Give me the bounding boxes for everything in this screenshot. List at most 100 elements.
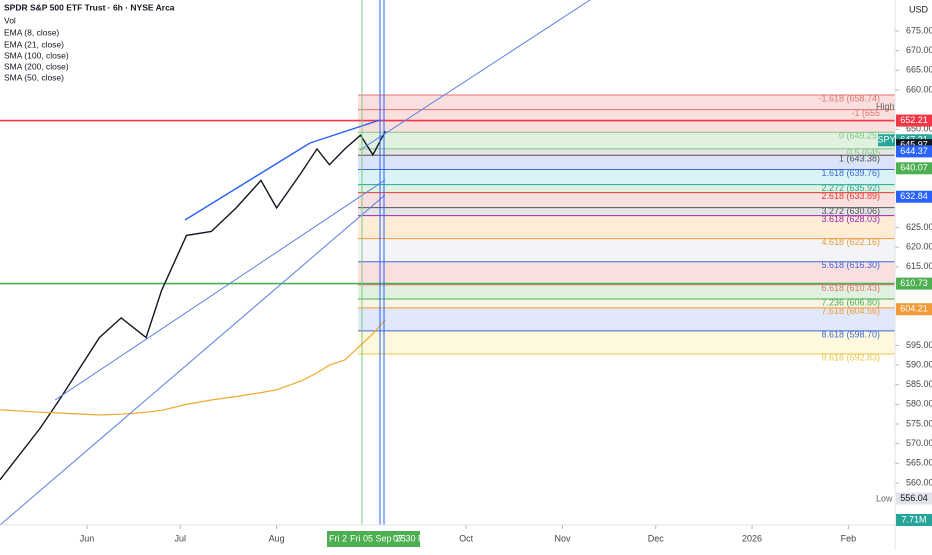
fib-band <box>358 94 895 110</box>
fib-band <box>358 261 895 285</box>
price-tag-label: 640.07 <box>900 163 928 173</box>
legend-entry: EMA (21, close) <box>4 39 64 49</box>
crosshair-time: 07:30 PM <box>393 533 432 543</box>
volume-label: 7.71M <box>901 514 926 524</box>
fib-band <box>358 132 895 149</box>
fib-label: 9.618 (592.83) <box>821 352 880 362</box>
price-tag-label: 610.73 <box>900 278 928 288</box>
price-tag-label: 556.04 <box>900 493 928 503</box>
fib-bands <box>358 94 895 354</box>
y-tick-label: 570.00 <box>906 438 932 448</box>
low-label: Low <box>876 493 893 503</box>
y-tick-label: 620.00 <box>906 242 932 252</box>
y-tick-label: 590.00 <box>906 359 932 369</box>
fib-band <box>358 238 895 262</box>
y-tick-label: 565.00 <box>906 458 932 468</box>
fib-band <box>358 215 895 239</box>
x-tick-label: Nov <box>554 533 571 543</box>
fib-label: 0.5 (645 <box>847 147 880 157</box>
channel-line <box>54 179 386 401</box>
y-tick-label: 675.00 <box>906 25 932 35</box>
price-tag <box>896 162 932 175</box>
price-line <box>0 130 386 481</box>
fib-label: 6.618 (610.43) <box>821 283 880 293</box>
price-tag <box>896 277 932 290</box>
price-tag <box>896 145 932 158</box>
y-tick-label: 615.00 <box>906 261 932 271</box>
y-tick-label: 595.00 <box>906 340 932 350</box>
fib-label: 7.618 (604.56) <box>821 306 880 316</box>
crosshair-label: Fri 2 <box>329 533 347 543</box>
volume-tag <box>896 514 932 526</box>
fib-band <box>358 192 895 208</box>
fib-label: -1.618 (658.74) <box>818 93 880 103</box>
fib-band <box>358 148 895 156</box>
y-tick-label: 580.00 <box>906 399 932 409</box>
legend-entry: EMA (8, close) <box>4 27 59 37</box>
y-tick-label: 575.00 <box>906 418 932 428</box>
fib-band <box>358 307 895 331</box>
fib-band <box>358 284 895 300</box>
crosshair-date: Fri 05 Sep '25 <box>350 533 406 543</box>
price-tag-label: 652.21 <box>900 115 928 125</box>
fib-band <box>358 155 895 170</box>
fib-label: 0 (649.25) <box>839 131 880 141</box>
trend-line <box>184 142 311 221</box>
x-tick-label: Dec <box>648 533 665 543</box>
x-tick-label: Oct <box>459 533 474 543</box>
price-tag <box>896 303 932 316</box>
price-tag <box>896 492 932 505</box>
price-tag-label: 645.97 <box>900 139 928 149</box>
x-tick-label: Aug <box>269 533 285 543</box>
fib-label: 5.618 (616.30) <box>821 260 880 270</box>
high-label: High <box>876 101 895 111</box>
x-tick-label: Jul <box>174 533 186 543</box>
price-tag <box>896 190 932 203</box>
fib-label: 1 (643.38) <box>839 154 880 164</box>
fib-band <box>358 299 895 308</box>
legend-entry: Vol <box>4 15 16 25</box>
fib-band <box>358 330 895 354</box>
y-tick-label: 585.00 <box>906 379 932 389</box>
legend-entry: SMA (100, close) <box>4 50 69 60</box>
crosshair-tag <box>327 531 348 547</box>
y-tick-label: 650.00 <box>906 124 932 134</box>
y-tick-label: 660.00 <box>906 84 932 94</box>
y-tick-label: 625.00 <box>906 222 932 232</box>
fib-label: 2.272 (635.92) <box>821 183 880 193</box>
x-tick-label: Jun <box>80 533 95 543</box>
fib-label: -1 (655 <box>851 108 880 118</box>
legend-entry: SMA (50, close) <box>4 72 64 82</box>
fib-band <box>358 184 895 193</box>
fib-label: 8.618 (598.70) <box>821 329 880 339</box>
chart-title: SPDR S&P 500 ETF Trust · 6h · NYSE Arca <box>4 2 175 12</box>
price-tag-label: 604.21 <box>900 304 928 314</box>
fib-label: 1.618 (639.76) <box>821 168 880 178</box>
symbol-label: SPY <box>877 135 895 145</box>
price-line <box>0 319 386 416</box>
y-tick-label: 560.00 <box>906 477 932 487</box>
y-tick-label: 665.00 <box>906 65 932 75</box>
price-tag-label: 632.84 <box>900 191 928 201</box>
fib-band <box>358 169 895 185</box>
currency: USD <box>909 4 929 14</box>
legend-entry: SMA (200, close) <box>4 61 69 71</box>
y-tick-label: 670.00 <box>906 45 932 55</box>
fib-label: 2.618 (633.89) <box>821 191 880 201</box>
overlay: 675.00 670.00 665.00 660.00 650.00 625.00 620.… <box>80 25 932 543</box>
symbol-tag <box>878 134 895 147</box>
plot <box>0 30 899 529</box>
fib-label: 7.236 (606.80) <box>821 297 880 307</box>
trend-line <box>309 119 381 144</box>
fib-label: 3.618 (628.03) <box>821 214 880 224</box>
fib-label: 3.272 (630.06) <box>821 206 880 216</box>
x-tick-label: 2026 <box>742 533 762 543</box>
price-tag <box>896 114 932 127</box>
fib-label: 4.618 (622.16) <box>821 237 880 247</box>
fib-band <box>358 207 895 216</box>
channel-line <box>0 194 386 526</box>
price-tag-label: 644.37 <box>900 146 928 156</box>
crosshair-tag <box>348 531 420 547</box>
ray-line <box>359 0 591 151</box>
